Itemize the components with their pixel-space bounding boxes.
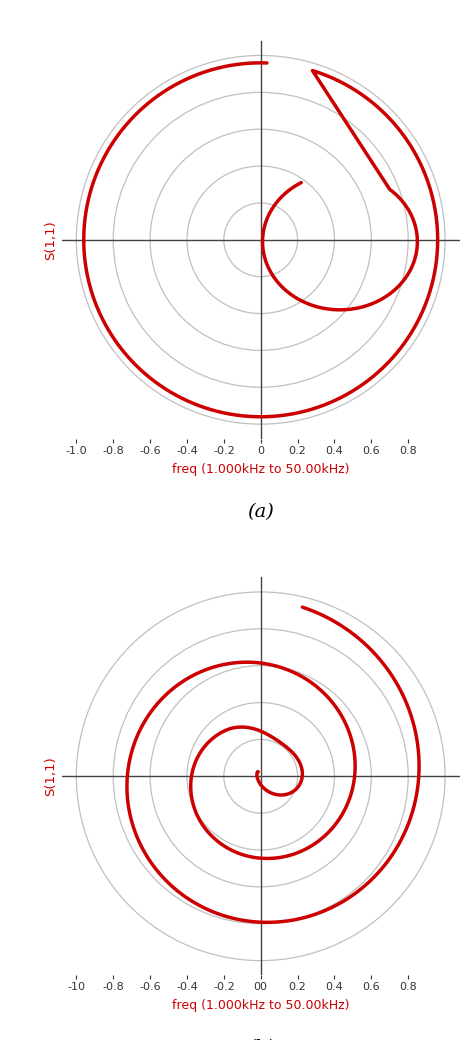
- X-axis label: freq (1.000kHz to 50.00kHz): freq (1.000kHz to 50.00kHz): [172, 999, 349, 1012]
- Text: (a): (a): [247, 502, 274, 521]
- Y-axis label: S(1,1): S(1,1): [45, 219, 57, 260]
- Y-axis label: S(1,1): S(1,1): [45, 756, 57, 797]
- X-axis label: freq (1.000kHz to 50.00kHz): freq (1.000kHz to 50.00kHz): [172, 463, 349, 475]
